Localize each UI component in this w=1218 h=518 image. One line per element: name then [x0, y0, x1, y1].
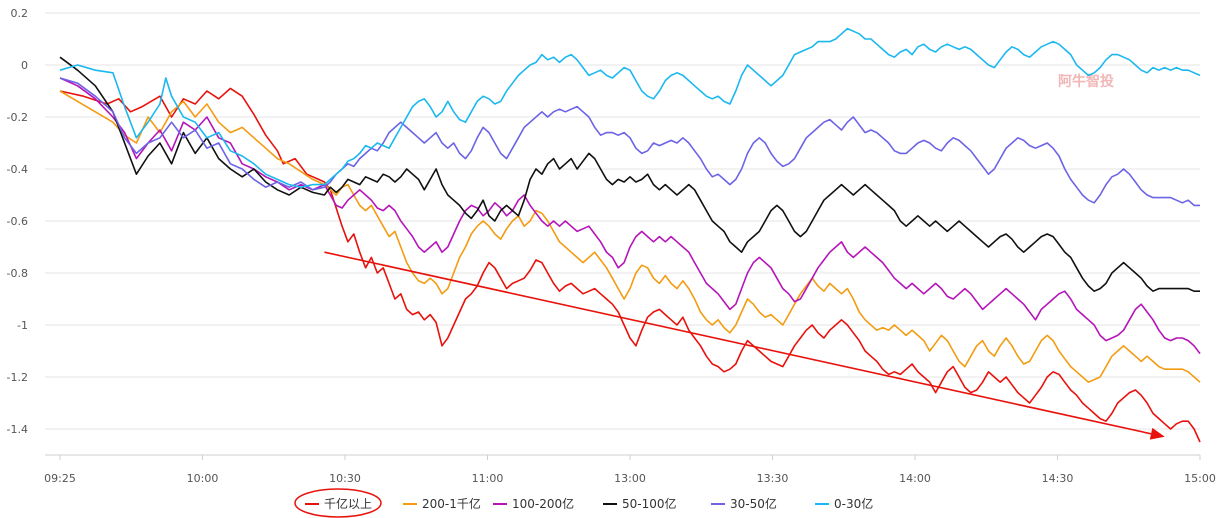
y-tick-label: -0.6 — [7, 215, 28, 228]
y-tick-label: 0.2 — [11, 7, 29, 20]
legend-label-s6[interactable]: 0-30亿 — [834, 496, 873, 511]
series-line-s4 — [59, 56, 1200, 292]
y-tick-label: -0.2 — [7, 111, 28, 124]
legend-label-s3[interactable]: 100-200亿 — [512, 496, 574, 511]
series-line-s1 — [59, 87, 1201, 443]
series-line-s3 — [59, 77, 1201, 355]
y-tick-label: -0.8 — [7, 267, 28, 280]
trend-arrow-head — [1149, 427, 1165, 440]
y-tick-label: -1.4 — [7, 423, 28, 436]
y-tick-label: 0 — [21, 59, 28, 72]
legend: 千亿以上 200-1千亿 100-200亿 50-100亿 30-50亿 0-30亿 — [294, 488, 873, 518]
trend-arrow — [324, 251, 1165, 440]
gridlines — [45, 12, 1200, 430]
x-tick-label: 14:00 — [899, 472, 931, 485]
y-axis-ticks: 0.2 0 -0.2 -0.4 -0.6 -0.8 -1 -1.2 -1.4 — [7, 7, 28, 436]
series-line-s6 — [59, 27, 1201, 188]
x-axis-ticks: 09:25 10:00 10:30 11:00 13:00 13:30 14:00 14:30… — [44, 455, 1216, 485]
x-tick-label: 14:30 — [1042, 472, 1074, 485]
watermark-logo: 阿牛智投 — [1058, 73, 1114, 90]
y-tick-label: -1.2 — [7, 371, 28, 384]
legend-label-s2[interactable]: 200-1千亿 — [422, 496, 481, 511]
legend-label-s1[interactable]: 千亿以上 — [324, 496, 372, 511]
x-tick-label: 11:00 — [472, 472, 504, 485]
y-tick-label: -1 — [17, 319, 28, 332]
legend-label-s5[interactable]: 30-50亿 — [730, 496, 777, 511]
trend-arrow-line — [324, 251, 1152, 435]
series-lines — [59, 27, 1201, 443]
x-tick-label: 15:00 — [1184, 472, 1216, 485]
legend-highlight-circle — [294, 488, 382, 518]
y-tick-label: -0.4 — [7, 163, 28, 176]
x-tick-label: 13:30 — [757, 472, 789, 485]
legend-label-s4[interactable]: 50-100亿 — [622, 496, 677, 511]
x-tick-label: 10:00 — [187, 472, 219, 485]
x-tick-label: 10:30 — [329, 472, 361, 485]
series-line-s5 — [59, 77, 1200, 207]
x-tick-label: 13:00 — [614, 472, 646, 485]
series-line-s2 — [59, 90, 1201, 383]
x-tick-label: 09:25 — [44, 472, 76, 485]
